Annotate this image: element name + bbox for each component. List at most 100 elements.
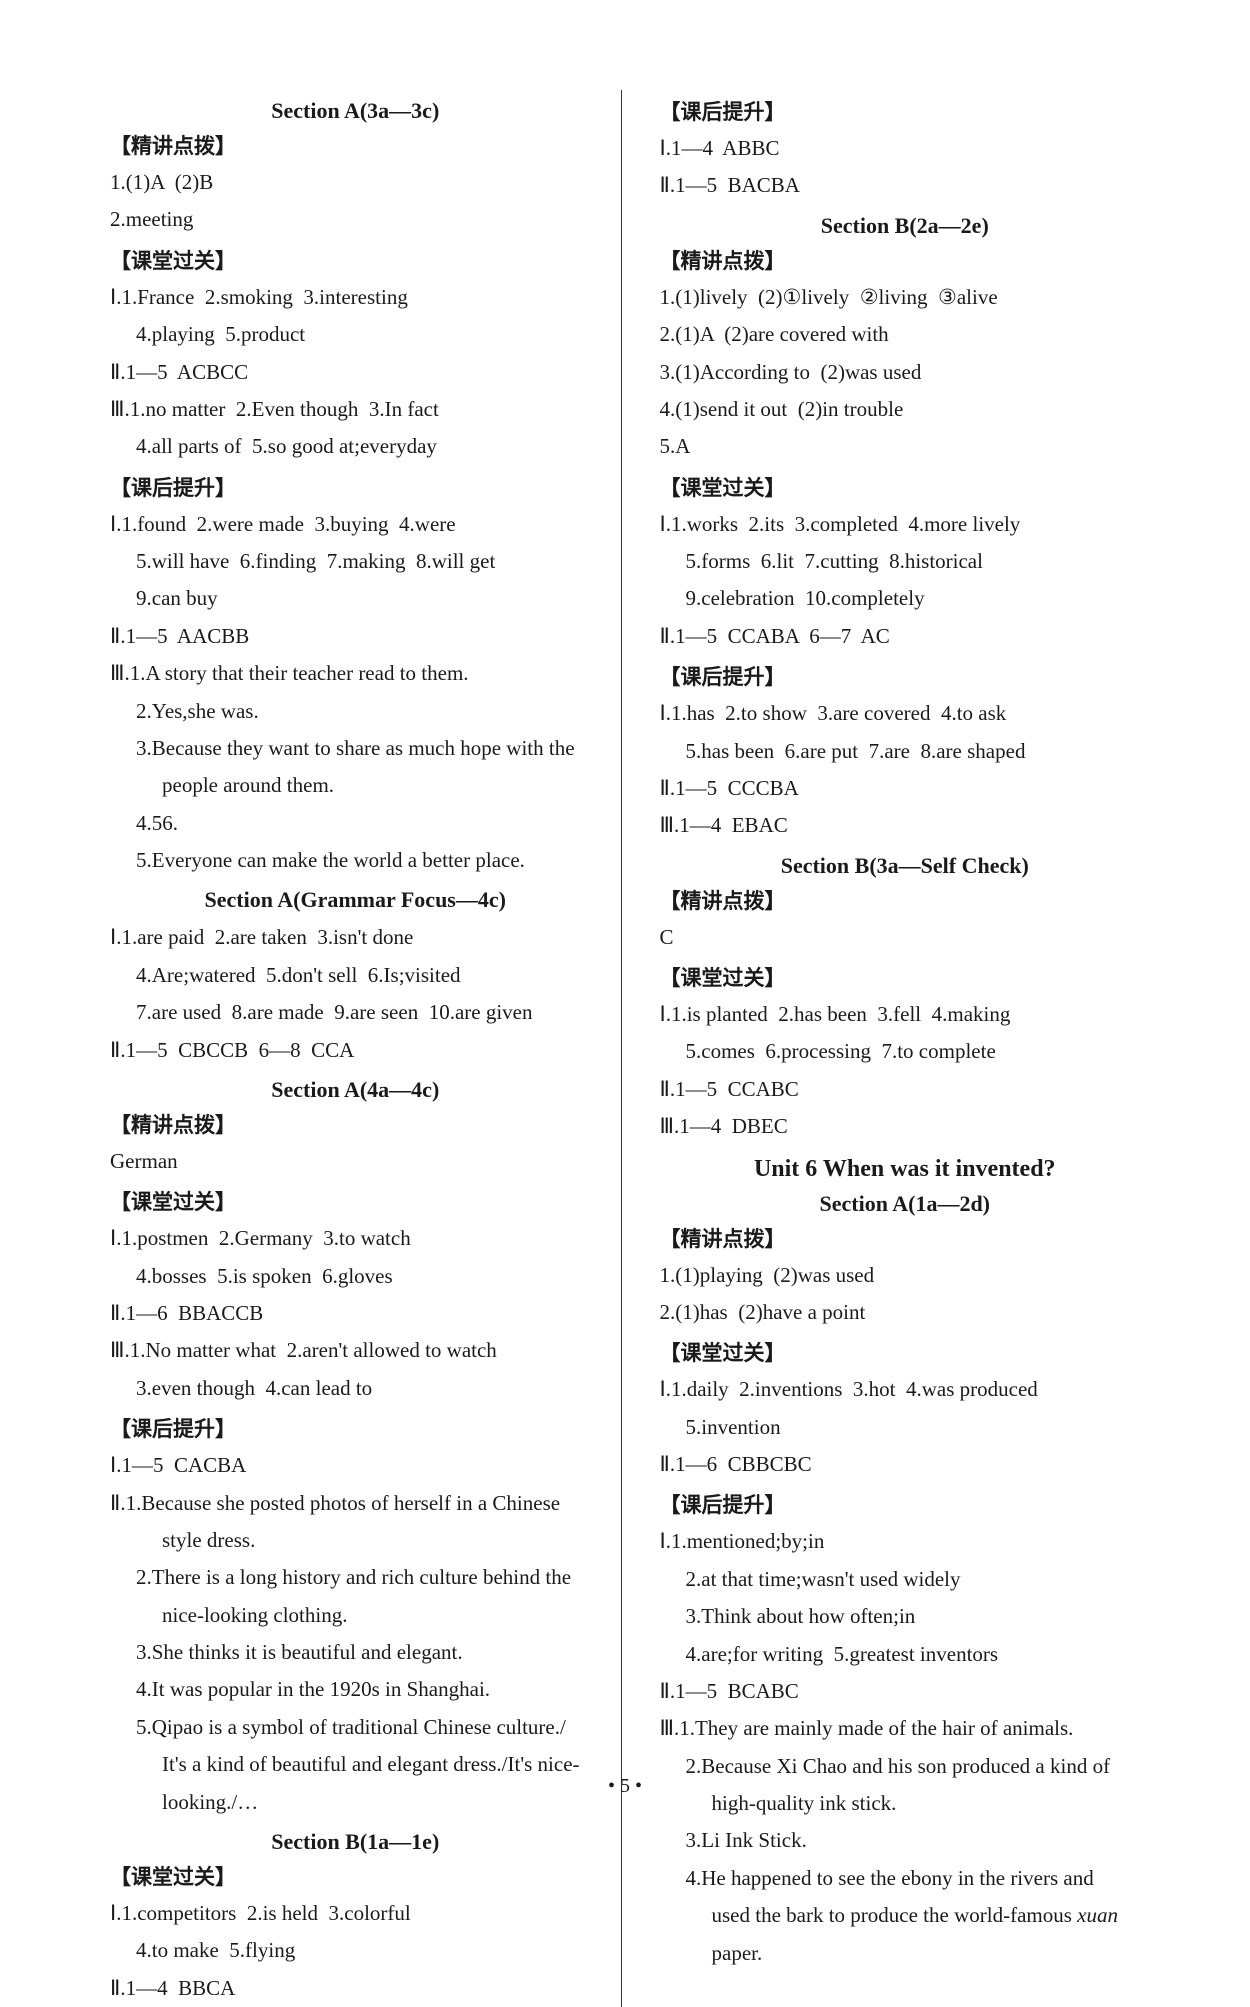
answer-line: Ⅲ.1—4 DBEC (660, 1108, 1151, 1145)
section-title: Section B(2a—2e) (660, 213, 1151, 239)
answer-line: Ⅰ.1.is planted 2.has been 3.fell 4.makin… (660, 996, 1151, 1033)
answer-line: Ⅱ.1—5 BCABC (660, 1673, 1151, 1710)
italic-text: xuan (1077, 1903, 1118, 1927)
heading-kehou: 【课后提升】 (660, 96, 1151, 126)
answer-line: Ⅲ.1.No matter what 2.aren't allowed to w… (110, 1332, 601, 1369)
two-column-layout: Section A(3a—3c) 【精讲点拨】 1.(1)A (2)B 2.me… (110, 90, 1150, 2007)
answer-line: Ⅰ.1—5 CACBA (110, 1447, 601, 1484)
answer-line: Ⅱ.1—5 CCCBA (660, 770, 1151, 807)
answer-line: 4.56. (110, 805, 601, 842)
answer-line: Ⅱ.1—6 BBACCB (110, 1295, 601, 1332)
heading-kehou: 【课后提升】 (110, 1413, 601, 1443)
heading-kehou: 【课后提升】 (660, 661, 1151, 691)
answer-line: 4.It was popular in the 1920s in Shangha… (110, 1671, 601, 1708)
answer-line: 3.Because they want to share as much hop… (110, 730, 601, 767)
answer-line: 4.He happened to see the ebony in the ri… (660, 1860, 1151, 1897)
answer-line: Ⅰ.1.postmen 2.Germany 3.to watch (110, 1220, 601, 1257)
answer-line: Ⅰ.1—4 ABBC (660, 130, 1151, 167)
heading-jingjiang: 【精讲点拨】 (110, 1109, 601, 1139)
heading-jingjiang: 【精讲点拨】 (660, 885, 1151, 915)
answer-line: 5.A (660, 428, 1151, 465)
answer-line: Ⅲ.1.no matter 2.Even though 3.In fact (110, 391, 601, 428)
answer-line: 3.Think about how often;in (660, 1598, 1151, 1635)
heading-ketang: 【课堂过关】 (660, 472, 1151, 502)
answer-line: Ⅱ.1—5 CCABC (660, 1071, 1151, 1108)
answer-line: Ⅰ.1.competitors 2.is held 3.colorful (110, 1895, 601, 1932)
heading-ketang: 【课堂过关】 (110, 245, 601, 275)
answer-line: 9.can buy (110, 580, 601, 617)
heading-kehou: 【课后提升】 (110, 472, 601, 502)
answer-line: used the bark to produce the world-famou… (660, 1897, 1151, 1934)
answer-line: 5.Qipao is a symbol of traditional Chine… (110, 1709, 601, 1746)
answer-line: nice-looking clothing. (110, 1597, 601, 1634)
answer-line: people around them. (110, 767, 601, 804)
answer-line: Ⅰ.1.works 2.its 3.completed 4.more livel… (660, 506, 1151, 543)
answer-line: Ⅱ.1—5 ACBCC (110, 354, 601, 391)
answer-line: Ⅰ.1.daily 2.inventions 3.hot 4.was produ… (660, 1371, 1151, 1408)
page-number: • 5 • (608, 1775, 642, 1798)
answer-line: German (110, 1143, 601, 1180)
answer-line: paper. (660, 1935, 1151, 1972)
answer-line: 2.(1)A (2)are covered with (660, 316, 1151, 353)
section-title: Section A(1a—2d) (660, 1191, 1151, 1217)
answer-line: 2.There is a long history and rich cultu… (110, 1559, 601, 1596)
answer-line: 3.(1)According to (2)was used (660, 354, 1151, 391)
section-title: Section A(4a—4c) (110, 1077, 601, 1103)
answer-line: 2.Yes,she was. (110, 693, 601, 730)
answer-line: 4.Are;watered 5.don't sell 6.Is;visited (110, 957, 601, 994)
answer-line: 1.(1)playing (2)was used (660, 1257, 1151, 1294)
heading-ketang: 【课堂过关】 (110, 1861, 601, 1891)
answer-line: 2.(1)has (2)have a point (660, 1294, 1151, 1331)
answer-line: C (660, 919, 1151, 956)
section-title: Section B(3a—Self Check) (660, 853, 1151, 879)
answer-line: Ⅰ.1.has 2.to show 3.are covered 4.to ask (660, 695, 1151, 732)
answer-line: 1.(1)lively (2)①lively ②living ③alive (660, 279, 1151, 316)
section-title: Section A(3a—3c) (110, 98, 601, 124)
answer-line: style dress. (110, 1522, 601, 1559)
answer-line: 5.forms 6.lit 7.cutting 8.historical (660, 543, 1151, 580)
heading-ketang: 【课堂过关】 (110, 1186, 601, 1216)
heading-jingjiang: 【精讲点拨】 (110, 130, 601, 160)
answer-line: high-quality ink stick. (660, 1785, 1151, 1822)
answer-line: 4.(1)send it out (2)in trouble (660, 391, 1151, 428)
heading-kehou: 【课后提升】 (660, 1489, 1151, 1519)
left-column: Section A(3a—3c) 【精讲点拨】 1.(1)A (2)B 2.me… (110, 90, 622, 2007)
answer-line: Ⅲ.1.A story that their teacher read to t… (110, 655, 601, 692)
section-title: Section B(1a—1e) (110, 1829, 601, 1855)
answer-line: 5.will have 6.finding 7.making 8.will ge… (110, 543, 601, 580)
answer-line: Ⅰ.1.found 2.were made 3.buying 4.were (110, 506, 601, 543)
answer-line: Ⅱ.1—4 BBCA (110, 1970, 601, 2007)
answer-line: Ⅱ.1—5 BACBA (660, 167, 1151, 204)
answer-line: 4.are;for writing 5.greatest inventors (660, 1636, 1151, 1673)
answer-line: 3.She thinks it is beautiful and elegant… (110, 1634, 601, 1671)
unit-title: Unit 6 When was it invented? (660, 1156, 1151, 1183)
heading-ketang: 【课堂过关】 (660, 962, 1151, 992)
answer-line: 5.comes 6.processing 7.to complete (660, 1033, 1151, 1070)
answer-line: 2.meeting (110, 201, 601, 238)
heading-jingjiang: 【精讲点拨】 (660, 1223, 1151, 1253)
answer-line: 4.to make 5.flying (110, 1932, 601, 1969)
answer-line: Ⅱ.1—6 CBBCBC (660, 1446, 1151, 1483)
answer-line: Ⅰ.1.mentioned;by;in (660, 1523, 1151, 1560)
answer-line: 2.Because Xi Chao and his son produced a… (660, 1748, 1151, 1785)
section-title: Section A(Grammar Focus—4c) (110, 887, 601, 913)
answer-line: 1.(1)A (2)B (110, 164, 601, 201)
answer-line: 7.are used 8.are made 9.are seen 10.are … (110, 994, 601, 1031)
answer-line: Ⅰ.1.France 2.smoking 3.interesting (110, 279, 601, 316)
answer-line: Ⅱ.1—5 CBCCB 6—8 CCA (110, 1032, 601, 1069)
answer-line: Ⅲ.1.They are mainly made of the hair of … (660, 1710, 1151, 1747)
answer-line: Ⅲ.1—4 EBAC (660, 807, 1151, 844)
answer-line: 3.Li Ink Stick. (660, 1822, 1151, 1859)
answer-line: 5.invention (660, 1409, 1151, 1446)
answer-line: 2.at that time;wasn't used widely (660, 1561, 1151, 1598)
answer-line: 4.bosses 5.is spoken 6.gloves (110, 1258, 601, 1295)
answer-line: 9.celebration 10.completely (660, 580, 1151, 617)
answer-line: 4.all parts of 5.so good at;everyday (110, 428, 601, 465)
answer-line: 3.even though 4.can lead to (110, 1370, 601, 1407)
heading-ketang: 【课堂过关】 (660, 1337, 1151, 1367)
answer-line: looking./… (110, 1784, 601, 1821)
answer-line: Ⅱ.1—5 AACBB (110, 618, 601, 655)
answer-line: Ⅰ.1.are paid 2.are taken 3.isn't done (110, 919, 601, 956)
heading-jingjiang: 【精讲点拨】 (660, 245, 1151, 275)
text: used the bark to produce the world-famou… (712, 1903, 1078, 1927)
